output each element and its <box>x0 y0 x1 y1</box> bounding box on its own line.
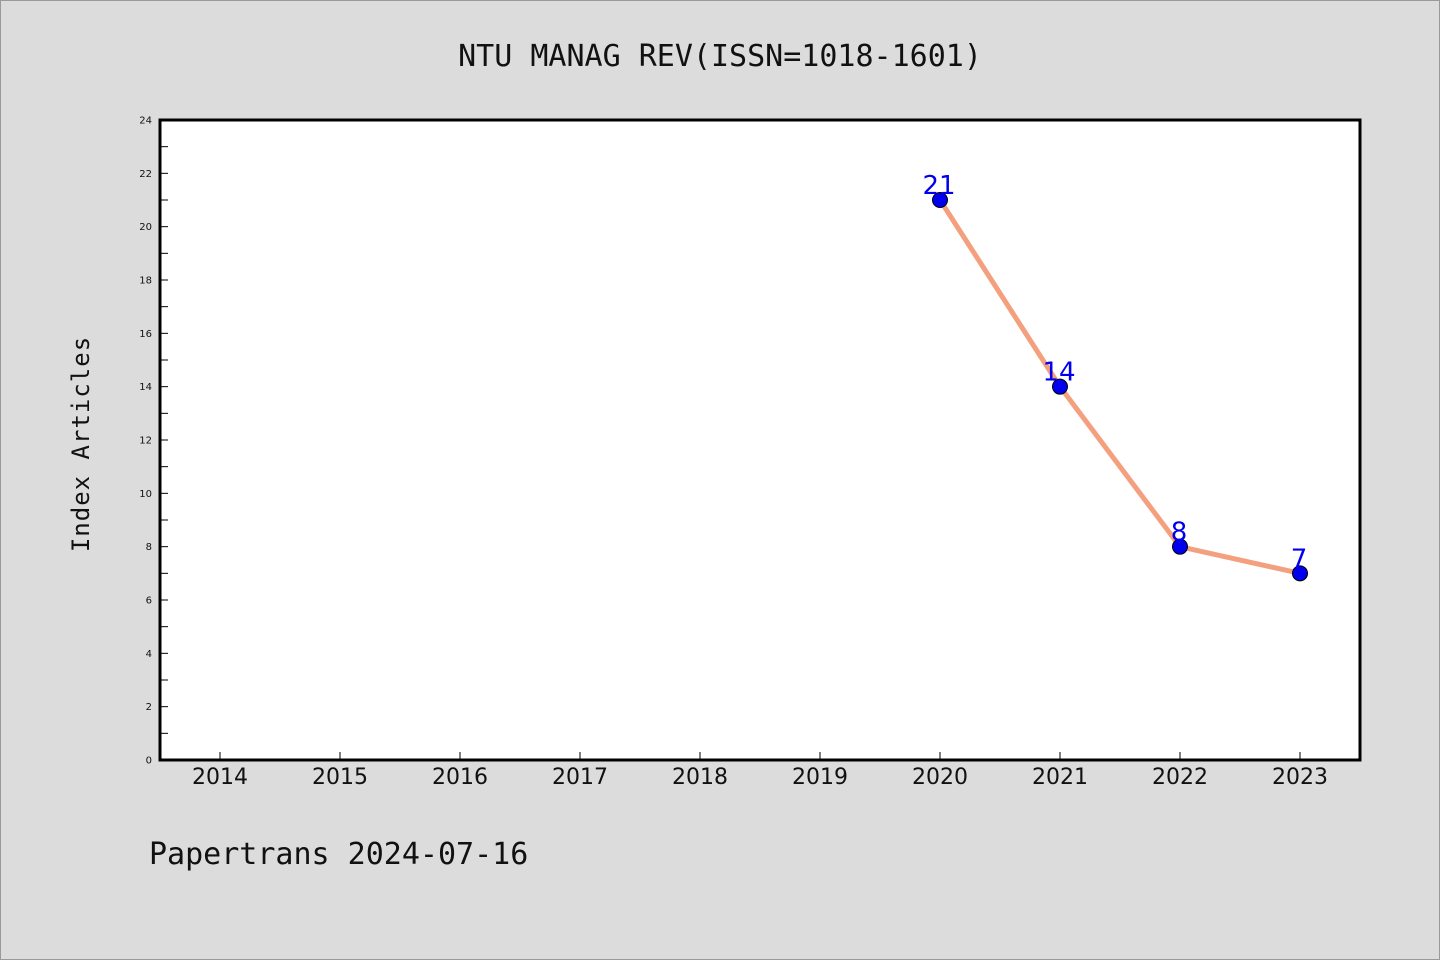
x-tick-label: 2023 <box>1272 765 1328 790</box>
x-tick-label: 2014 <box>192 765 248 790</box>
y-tick-label: 18 <box>139 276 152 287</box>
y-tick-label: 16 <box>139 329 152 340</box>
y-tick-label: 14 <box>139 382 152 393</box>
data-point-marker <box>1292 565 1308 582</box>
x-tick-label: 2020 <box>912 765 968 790</box>
y-tick-label: 10 <box>139 489 152 500</box>
series-layer: 21 14 8 7 <box>922 171 1308 582</box>
y-tick-label: 22 <box>139 169 152 180</box>
y-tick-label: 4 <box>146 649 152 660</box>
series-line <box>937 197 1303 576</box>
data-point-label: 7 <box>1291 544 1308 574</box>
data-point-marker <box>1172 538 1188 555</box>
x-tick-label: 2015 <box>312 765 368 790</box>
data-point-marker <box>1052 378 1068 395</box>
chart-title: NTU MANAG REV(ISSN=1018-1601) <box>458 39 982 74</box>
y-tick-label: 2 <box>146 702 152 713</box>
y-tick-label: 24 <box>139 116 152 127</box>
x-tick-label: 2017 <box>552 765 608 790</box>
y-tick-label: 12 <box>139 436 152 447</box>
x-tick-label: 2021 <box>1032 765 1088 790</box>
x-tick-label: 2018 <box>672 765 728 790</box>
x-tick-label: 2016 <box>432 765 488 790</box>
x-axis-ticks: 2014 2015 2016 2017 2018 2019 2020 2021 2022 2023 <box>192 752 1328 790</box>
data-point-label: 14 <box>1042 358 1075 388</box>
y-tick-label: 6 <box>146 596 152 607</box>
x-tick-label: 2022 <box>1152 765 1208 790</box>
y-axis-label: Index Articles <box>67 336 95 552</box>
plot-area <box>158 118 1362 762</box>
data-point-label: 8 <box>1171 518 1188 548</box>
y-tick-label: 20 <box>139 222 152 233</box>
y-tick-label: 0 <box>146 756 152 767</box>
x-tick-label: 2019 <box>792 765 848 790</box>
y-tick-label: 8 <box>146 542 152 553</box>
footer-credit: Papertrans 2024-07-16 <box>149 837 528 872</box>
data-point-label: 21 <box>922 171 955 201</box>
data-point-marker <box>932 192 948 208</box>
